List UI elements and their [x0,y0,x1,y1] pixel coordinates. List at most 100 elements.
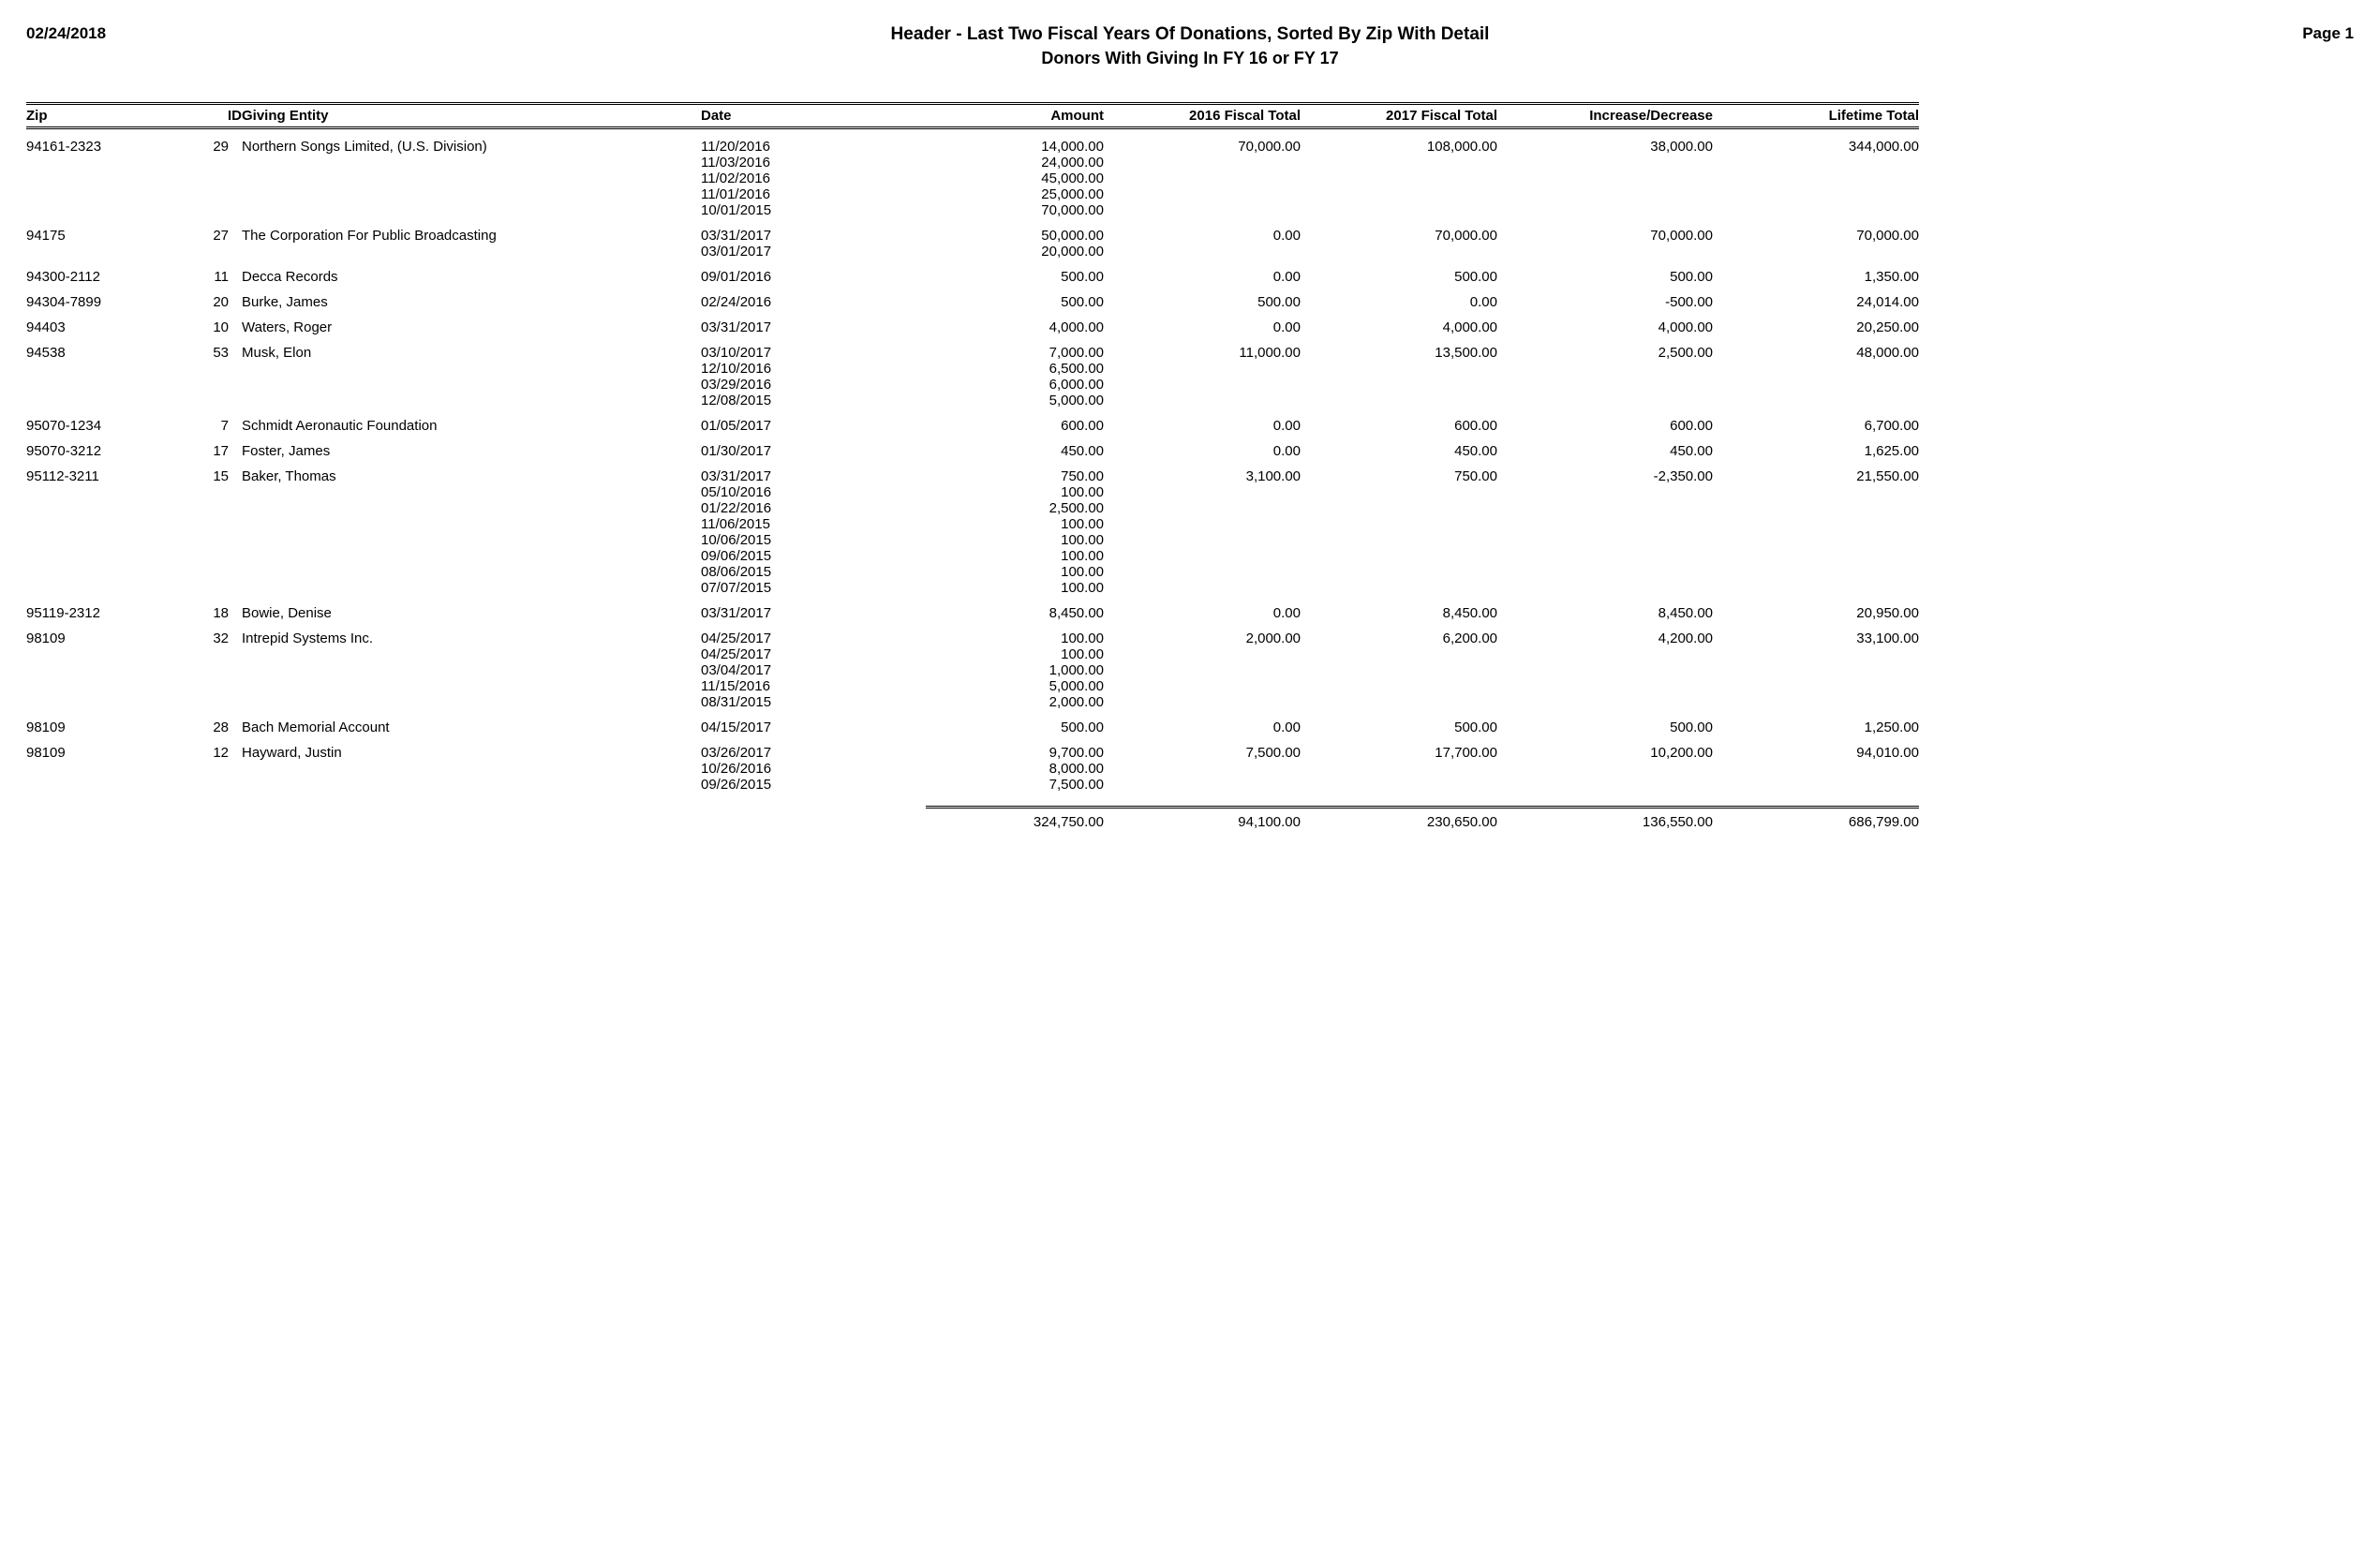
cell-id: 7 [186,418,242,434]
cell-fy16: 0.00 [1104,418,1301,434]
detail-line: 10/01/201570,000.00 [701,202,1104,218]
detail-amount: 500.00 [926,720,1104,735]
cell-fy17: 450.00 [1301,443,1497,459]
detail-amount: 25,000.00 [926,186,1104,202]
detail-amount: 5,000.00 [926,678,1104,694]
cell-inc: 2,500.00 [1497,345,1713,408]
detail-line: 08/06/2015100.00 [701,564,1104,580]
col-fy16: 2016 Fiscal Total [1104,102,1301,129]
cell-id: 18 [186,605,242,621]
detail-line: 03/31/20174,000.00 [701,319,1104,335]
detail-line: 01/30/2017450.00 [701,443,1104,459]
cell-life: 20,250.00 [1713,319,1919,335]
detail-amount: 100.00 [926,532,1104,548]
cell-zip: 98109 [26,631,186,710]
detail-line: 11/20/201614,000.00 [701,139,1104,155]
detail-date: 08/06/2015 [701,564,926,580]
detail-line: 11/03/201624,000.00 [701,155,1104,171]
details-column: 03/31/20174,000.00 [701,319,1104,335]
detail-date: 12/10/2016 [701,361,926,377]
detail-date: 11/02/2016 [701,171,926,186]
donor-row: 9810928Bach Memorial Account04/15/201750… [26,720,2354,735]
detail-line: 11/15/20165,000.00 [701,678,1104,694]
donor-row: 95119-231218Bowie, Denise03/31/20178,450… [26,605,2354,621]
cell-fy16: 0.00 [1104,443,1301,459]
cell-fy16: 0.00 [1104,720,1301,735]
cell-fy17: 500.00 [1301,720,1497,735]
cell-fy16: 0.00 [1104,319,1301,335]
cell-life: 20,950.00 [1713,605,1919,621]
cell-life: 21,550.00 [1713,468,1919,596]
total-fy17: 230,650.00 [1301,806,1497,830]
total-fy16: 94,100.00 [1104,806,1301,830]
cell-id: 12 [186,745,242,793]
cell-id: 10 [186,319,242,335]
details-column: 04/15/2017500.00 [701,720,1104,735]
detail-line: 10/26/20168,000.00 [701,761,1104,777]
cell-id: 53 [186,345,242,408]
detail-amount: 2,500.00 [926,500,1104,516]
detail-line: 07/07/2015100.00 [701,580,1104,596]
details-column: 02/24/2016500.00 [701,294,1104,310]
cell-id: 29 [186,139,242,218]
donor-row: 94300-211211Decca Records09/01/2016500.0… [26,269,2354,285]
detail-date: 04/15/2017 [701,720,926,735]
col-life: Lifetime Total [1713,102,1919,129]
cell-entity: Northern Songs Limited, (U.S. Division) [242,139,701,218]
page-number: Page 1 [2185,24,2354,43]
cell-fy17: 750.00 [1301,468,1497,596]
report-title: Header - Last Two Fiscal Years Of Donati… [195,24,2185,45]
col-zip: Zip [26,102,186,129]
detail-date: 11/01/2016 [701,186,926,202]
detail-line: 11/06/2015100.00 [701,516,1104,532]
detail-date: 12/08/2015 [701,393,926,408]
detail-line: 04/25/2017100.00 [701,646,1104,662]
detail-date: 03/31/2017 [701,605,926,621]
cell-entity: Baker, Thomas [242,468,701,596]
cell-fy16: 70,000.00 [1104,139,1301,218]
detail-line: 04/25/2017100.00 [701,631,1104,646]
details-column: 03/31/20178,450.00 [701,605,1104,621]
detail-line: 08/31/20152,000.00 [701,694,1104,710]
detail-amount: 9,700.00 [926,745,1104,761]
detail-amount: 50,000.00 [926,228,1104,244]
detail-amount: 450.00 [926,443,1104,459]
detail-date: 04/25/2017 [701,631,926,646]
cell-inc: -2,350.00 [1497,468,1713,596]
detail-amount: 750.00 [926,468,1104,484]
cell-fy17: 108,000.00 [1301,139,1497,218]
cell-entity: Foster, James [242,443,701,459]
detail-line: 04/15/2017500.00 [701,720,1104,735]
cell-fy17: 600.00 [1301,418,1497,434]
detail-date: 03/04/2017 [701,662,926,678]
cell-entity: Schmidt Aeronautic Foundation [242,418,701,434]
cell-life: 33,100.00 [1713,631,1919,710]
cell-fy17: 0.00 [1301,294,1497,310]
detail-date: 05/10/2016 [701,484,926,500]
detail-date: 03/01/2017 [701,244,926,260]
details-column: 01/05/2017600.00 [701,418,1104,434]
detail-line: 12/08/20155,000.00 [701,393,1104,408]
details-column: 11/20/201614,000.0011/03/201624,000.0011… [701,139,1104,218]
donor-row: 9453853Musk, Elon03/10/20177,000.0012/10… [26,345,2354,408]
report-date: 02/24/2018 [26,24,195,43]
detail-amount: 500.00 [926,294,1104,310]
detail-amount: 70,000.00 [926,202,1104,218]
column-headers: Zip ID Giving Entity Date Amount 2016 Fi… [26,102,2354,129]
detail-date: 11/15/2016 [701,678,926,694]
detail-date: 10/06/2015 [701,532,926,548]
donor-row: 94304-789920Burke, James02/24/2016500.00… [26,294,2354,310]
detail-line: 12/10/20166,500.00 [701,361,1104,377]
detail-amount: 100.00 [926,580,1104,596]
cell-entity: Decca Records [242,269,701,285]
detail-line: 02/24/2016500.00 [701,294,1104,310]
cell-fy16: 0.00 [1104,605,1301,621]
detail-amount: 45,000.00 [926,171,1104,186]
detail-line: 11/02/201645,000.00 [701,171,1104,186]
detail-line: 05/10/2016100.00 [701,484,1104,500]
total-amount: 324,750.00 [926,806,1104,830]
detail-line: 09/06/2015100.00 [701,548,1104,564]
donor-row: 9440310Waters, Roger03/31/20174,000.000.… [26,319,2354,335]
cell-life: 48,000.00 [1713,345,1919,408]
detail-amount: 500.00 [926,269,1104,285]
